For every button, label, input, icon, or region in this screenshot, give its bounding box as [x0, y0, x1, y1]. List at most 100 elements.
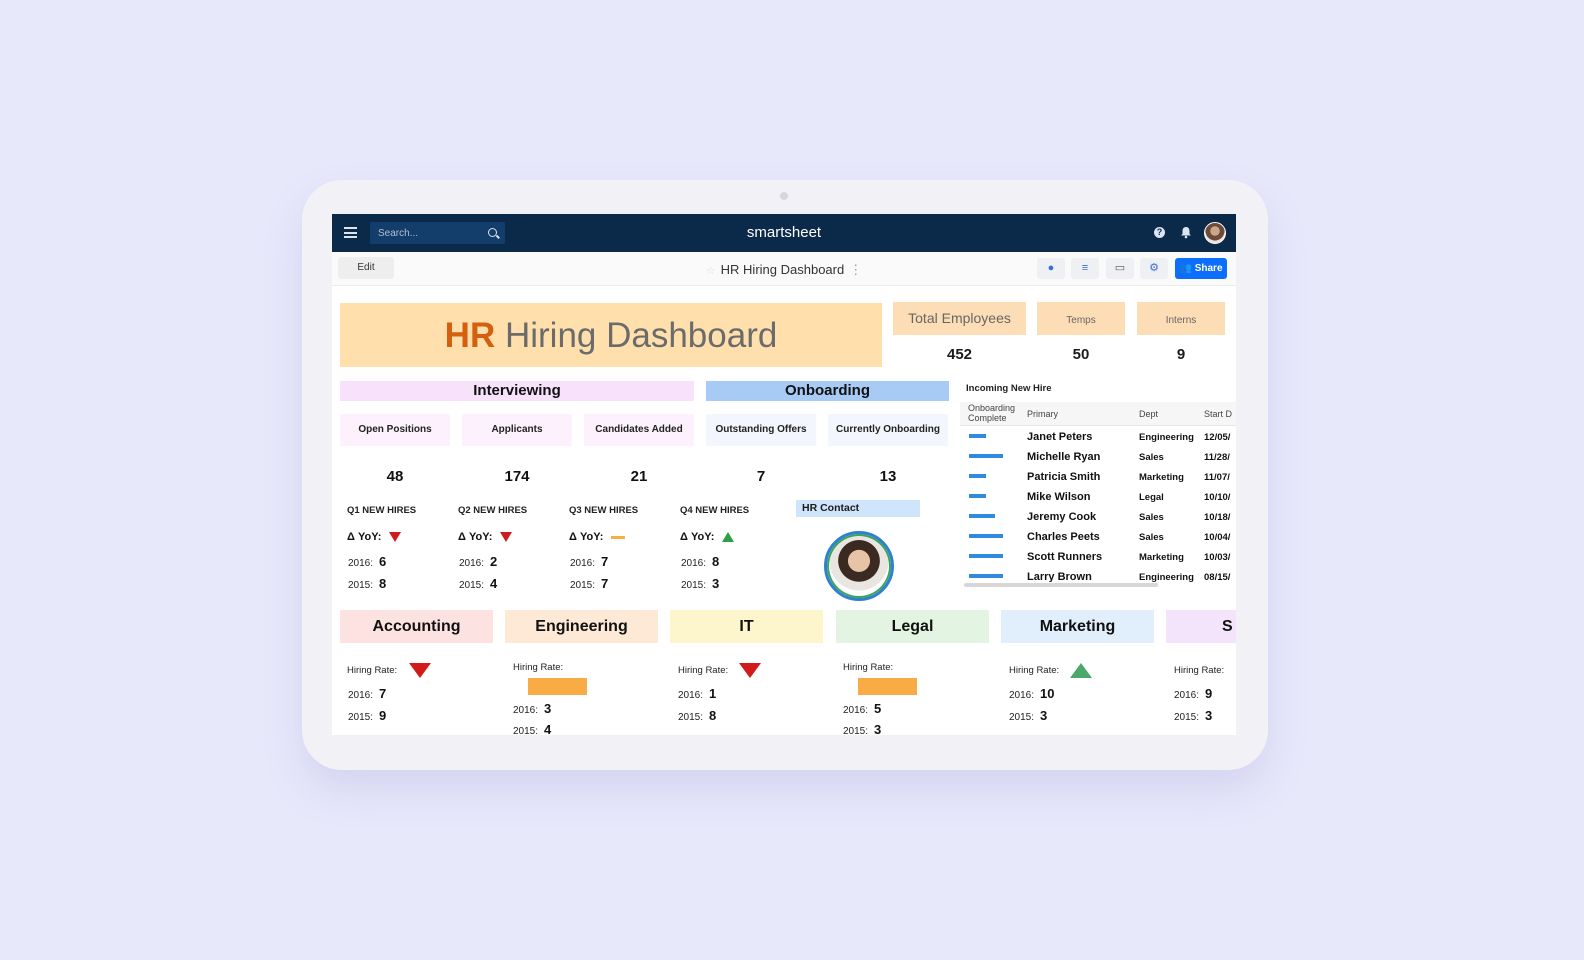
dept-legal: Legal: [836, 610, 989, 643]
column-dept[interactable]: Dept: [1139, 409, 1159, 419]
metric-value-outstanding-offers: 7: [756, 468, 766, 485]
table-row[interactable]: Patricia Smith Marketing 11/07/: [960, 468, 1236, 488]
q1-2015: 2015: 8: [348, 576, 386, 591]
stat-label-temps: Temps: [1037, 302, 1125, 335]
menu-icon[interactable]: [344, 227, 357, 238]
trend-down-icon: [739, 663, 761, 683]
s-2016-value: 9: [1205, 686, 1213, 701]
q2-2015: 2015: 4: [459, 576, 497, 591]
bell-icon[interactable]: [1179, 226, 1193, 240]
accounting-2016: 2016: 7: [348, 686, 386, 701]
camera-dot: [780, 192, 788, 200]
column-primary[interactable]: Primary: [1027, 409, 1058, 419]
q2-2016-value: 2: [490, 554, 498, 569]
row-name: Mike Wilson: [1027, 491, 1091, 503]
user-avatar[interactable]: [1204, 222, 1226, 244]
engineering-2015-label: 2015:: [513, 726, 539, 735]
q3-2015-value: 7: [601, 576, 609, 591]
row-name: Charles Peets: [1027, 531, 1100, 543]
q2-2016-label: 2016:: [459, 558, 485, 569]
table-row[interactable]: Larry Brown Engineering 08/15/: [960, 568, 1236, 582]
q1-2016-label: 2016:: [348, 558, 374, 569]
engineering-2016: 2016: 3: [513, 701, 551, 716]
progress-bar: [969, 554, 1003, 558]
search-icon[interactable]: [488, 228, 497, 237]
hero-title-bold: HR: [444, 316, 496, 355]
metric-outstanding-offers: Outstanding Offers: [706, 414, 816, 446]
row-start: 10/03/: [1204, 552, 1231, 563]
help-icon[interactable]: ?: [1154, 227, 1165, 238]
q3-2015-label: 2015:: [570, 580, 596, 591]
table-row[interactable]: Jeremy Cook Sales 10/18/: [960, 508, 1236, 528]
column-start-date[interactable]: Start D: [1204, 409, 1233, 419]
engineering-2015-value: 4: [544, 722, 552, 735]
dashboard-title-text: HR Hiring Dashboard: [720, 262, 845, 277]
present-icon[interactable]: ▭: [1106, 258, 1134, 279]
q2-yoy: Δ YoY:: [458, 531, 513, 543]
hr-contact-photo[interactable]: [824, 531, 894, 601]
edit-button[interactable]: Edit: [338, 257, 394, 279]
row-dept: Engineering: [1139, 572, 1194, 582]
globe-icon[interactable]: ●: [1037, 258, 1065, 279]
q3-title: Q3 NEW HIRES: [569, 505, 639, 516]
table-row[interactable]: Janet Peters Engineering 12/05/: [960, 428, 1236, 448]
q2-2015-value: 4: [490, 576, 498, 591]
row-name: Larry Brown: [1027, 571, 1092, 582]
top-nav: Search... smartsheet ?: [332, 214, 1236, 252]
q4-2015-value: 3: [712, 576, 720, 591]
q3-2016-label: 2016:: [570, 558, 596, 569]
row-start: 11/28/: [1204, 452, 1230, 463]
it-2016-label: 2016:: [678, 690, 704, 701]
progress-bar: [969, 434, 986, 438]
it-2015: 2015: 8: [678, 708, 716, 723]
row-name: Jeremy Cook: [1027, 511, 1097, 523]
marketing-2016-value: 10: [1040, 686, 1055, 701]
row-start: 10/10/: [1204, 492, 1231, 503]
table-row[interactable]: Scott Runners Marketing 10/03/: [960, 548, 1236, 568]
section-interviewing: Interviewing: [340, 381, 694, 401]
table-row[interactable]: Charles Peets Sales 10/04/: [960, 528, 1236, 548]
column-onboarding-complete[interactable]: Onboarding Complete: [968, 403, 1016, 423]
progress-bar: [969, 574, 1003, 578]
q4-2015: 2015: 3: [681, 576, 719, 591]
legal-2016-label: 2016:: [843, 705, 869, 716]
row-start: 12/05/: [1204, 432, 1231, 443]
progress-bar: [969, 454, 1003, 458]
row-name: Patricia Smith: [1027, 471, 1101, 483]
accounting-2016-value: 7: [379, 686, 387, 701]
filter-icon[interactable]: ≡: [1071, 258, 1099, 279]
legal-rate-label: Hiring Rate:: [843, 662, 894, 673]
favorite-star-icon[interactable]: ☆: [705, 265, 716, 277]
q1-yoy: Δ YoY:: [347, 531, 402, 543]
search-input[interactable]: Search...: [370, 222, 505, 244]
s-2015-label: 2015:: [1174, 712, 1200, 723]
legal-2015-label: 2015:: [843, 726, 869, 735]
more-menu-icon[interactable]: ⋮: [849, 262, 863, 277]
new-hire-table[interactable]: Onboarding Complete Primary Dept Start D…: [960, 402, 1236, 582]
stat-value-interns: 9: [1176, 346, 1186, 363]
hero-title-rest: Hiring Dashboard: [495, 316, 778, 355]
metric-value-applicants: 174: [504, 468, 530, 485]
trend-down-icon: [500, 532, 513, 543]
table-row[interactable]: Michelle Ryan Sales 11/28/: [960, 448, 1236, 468]
marketing-2015-label: 2015:: [1009, 712, 1035, 723]
dept-s: S: [1166, 610, 1236, 643]
metric-candidates-added: Candidates Added: [584, 414, 694, 446]
q4-title: Q4 NEW HIRES: [680, 505, 750, 516]
progress-bar: [969, 514, 995, 518]
metric-value-candidates-added: 21: [630, 468, 648, 485]
marketing-2016: 2016: 10: [1009, 686, 1055, 701]
legal-2016-value: 5: [874, 701, 882, 716]
metric-value-currently-onboarding: 13: [879, 468, 897, 485]
table-row[interactable]: Mike Wilson Legal 10/10/: [960, 488, 1236, 508]
brand-logo[interactable]: smartsheet: [746, 224, 822, 241]
row-name: Scott Runners: [1027, 551, 1103, 563]
legal-2015-value: 3: [874, 722, 882, 735]
tablet-frame: Search... smartsheet ? Edit ☆ HR Hiring D…: [302, 180, 1268, 770]
s-rate-label: Hiring Rate:: [1174, 665, 1225, 676]
table-header: Onboarding Complete Primary Dept Start D: [960, 402, 1236, 426]
stat-value-temps: 50: [1072, 346, 1090, 363]
settings-icon[interactable]: ⚙: [1140, 258, 1168, 279]
share-button[interactable]: 👥 Share: [1175, 258, 1227, 279]
table-scrollbar[interactable]: [964, 583, 1158, 587]
